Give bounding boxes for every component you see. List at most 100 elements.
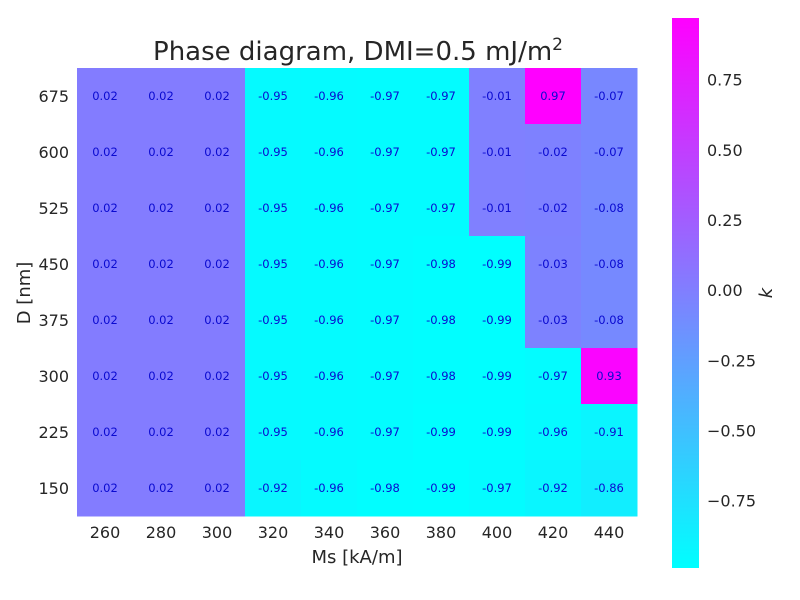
cell-value-label: -0.96 <box>314 145 344 159</box>
heatmap-cell <box>245 348 302 405</box>
heatmap-cell <box>133 124 190 181</box>
colorbar-tick-label: 0.50 <box>707 141 743 160</box>
cell-value-label: 0.02 <box>92 145 118 159</box>
cell-value-label: 0.02 <box>204 201 230 215</box>
heatmap-cell <box>469 124 526 181</box>
heatmap-cell <box>245 236 302 293</box>
y-tick-label: 300 <box>38 367 69 386</box>
heatmap-cell <box>469 236 526 293</box>
heatmap-cell <box>413 236 470 293</box>
heatmap-cell <box>413 292 470 349</box>
cell-value-label: 0.02 <box>204 313 230 327</box>
cell-value-label: -0.99 <box>482 369 512 383</box>
cell-value-label: -0.03 <box>538 257 568 271</box>
heatmap-cell <box>581 236 638 293</box>
cell-value-label: -0.95 <box>258 313 288 327</box>
cell-value-label: -0.99 <box>482 313 512 327</box>
heatmap-cell <box>77 68 134 125</box>
cell-value-label: -0.01 <box>482 145 512 159</box>
heatmap-cell <box>413 68 470 125</box>
cell-value-label: 0.02 <box>148 425 174 439</box>
cell-value-label: 0.02 <box>148 313 174 327</box>
heatmap-cell <box>77 124 134 181</box>
cell-value-label: -0.97 <box>482 481 512 495</box>
heatmap-cell <box>525 348 582 405</box>
heatmap-cell <box>301 68 358 125</box>
heatmap-cell <box>77 180 134 237</box>
x-tick-label: 380 <box>426 523 457 542</box>
y-tick-label: 675 <box>38 87 69 106</box>
cell-value-label: -0.98 <box>426 257 456 271</box>
x-tick-label: 440 <box>594 523 625 542</box>
heatmap-cell <box>469 180 526 237</box>
x-tick-label: 320 <box>258 523 289 542</box>
x-tick-label: 280 <box>146 523 177 542</box>
heatmap-cell <box>77 460 134 517</box>
heatmap-cell <box>245 180 302 237</box>
cell-value-label: 0.02 <box>148 145 174 159</box>
colorbar-tick-label: −0.75 <box>707 492 756 511</box>
cell-value-label: -0.03 <box>538 313 568 327</box>
heatmap-cell <box>189 292 246 349</box>
cell-value-label: 0.02 <box>204 89 230 103</box>
heatmap-cell <box>413 348 470 405</box>
heatmap-cell <box>245 124 302 181</box>
heatmap-cell <box>133 180 190 237</box>
cell-value-label: 0.02 <box>92 257 118 271</box>
heatmap-cell <box>525 68 582 125</box>
x-tick-label: 300 <box>202 523 233 542</box>
heatmap-cell <box>189 68 246 125</box>
heatmap-cell <box>525 292 582 349</box>
cell-value-label: -0.96 <box>314 425 344 439</box>
cell-value-label: 0.02 <box>92 481 118 495</box>
colorbar-tick-label: 0.75 <box>707 71 743 90</box>
cell-value-label: -0.95 <box>258 425 288 439</box>
x-tick-label: 340 <box>314 523 345 542</box>
heatmap-cell <box>301 348 358 405</box>
cell-value-label: -0.96 <box>314 89 344 103</box>
heatmap-cell <box>133 236 190 293</box>
heatmap-cell <box>77 404 134 461</box>
heatmap-cell <box>133 292 190 349</box>
cell-value-label: -0.99 <box>482 425 512 439</box>
heatmap-cell <box>133 460 190 517</box>
heatmap-cell <box>189 348 246 405</box>
heatmap-cell <box>525 460 582 517</box>
heatmap-cell <box>133 404 190 461</box>
cell-value-label: -0.97 <box>370 89 400 103</box>
heatmap-cell <box>581 180 638 237</box>
heatmap-cell <box>189 460 246 517</box>
cell-value-label: -0.97 <box>370 369 400 383</box>
heatmap-cell <box>133 348 190 405</box>
cell-value-label: -0.07 <box>594 145 624 159</box>
x-axis-label: Ms [kA/m] <box>311 547 402 568</box>
cell-value-label: -0.99 <box>482 257 512 271</box>
cell-value-label: -0.98 <box>426 369 456 383</box>
x-tick-label: 420 <box>538 523 569 542</box>
cell-value-label: -0.08 <box>594 201 624 215</box>
x-tick-label: 400 <box>482 523 513 542</box>
heatmap-cell <box>581 348 638 405</box>
chart-title-main: Phase diagram, DMI=0.5 mJ/m <box>153 37 552 67</box>
heatmap-cell <box>357 292 414 349</box>
heatmap-cell <box>357 404 414 461</box>
heatmap-cell <box>301 180 358 237</box>
y-tick-label: 375 <box>38 311 69 330</box>
heatmap-cell <box>525 404 582 461</box>
cell-value-label: -0.02 <box>538 201 568 215</box>
y-axis-label: D [nm] <box>14 262 35 325</box>
heatmap-cell <box>581 68 638 125</box>
colorbar-tick-label: 0.25 <box>707 211 743 230</box>
heatmap-cell <box>413 124 470 181</box>
x-tick-label: 360 <box>370 523 401 542</box>
cell-value-label: -0.98 <box>426 313 456 327</box>
cell-value-label: -0.97 <box>370 201 400 215</box>
cell-value-label: -0.97 <box>370 257 400 271</box>
colorbar-tick-label: −0.25 <box>707 351 756 370</box>
heatmap-cell <box>413 180 470 237</box>
cell-value-label: -0.02 <box>538 145 568 159</box>
heatmap-cell <box>189 236 246 293</box>
heatmap-cell <box>357 348 414 405</box>
cell-value-label: -0.98 <box>370 481 400 495</box>
